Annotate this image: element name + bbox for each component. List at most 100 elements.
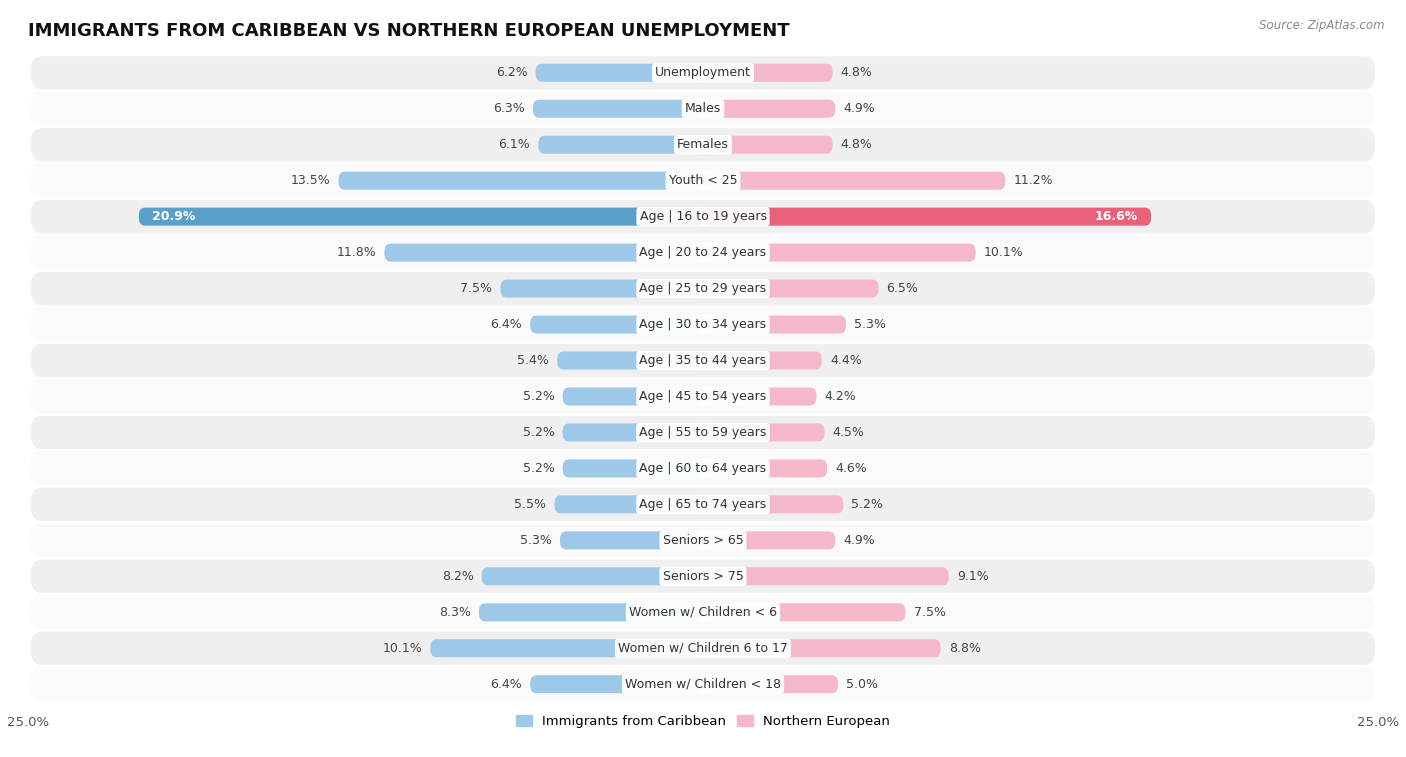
Text: Age | 35 to 44 years: Age | 35 to 44 years	[640, 354, 766, 367]
FancyBboxPatch shape	[31, 380, 1375, 413]
Text: 4.9%: 4.9%	[844, 102, 875, 115]
Text: 6.5%: 6.5%	[887, 282, 918, 295]
Text: 4.5%: 4.5%	[832, 426, 865, 439]
Text: 5.2%: 5.2%	[523, 390, 554, 403]
Text: Age | 20 to 24 years: Age | 20 to 24 years	[640, 246, 766, 259]
Text: 6.4%: 6.4%	[491, 678, 522, 690]
FancyBboxPatch shape	[703, 495, 844, 513]
FancyBboxPatch shape	[31, 236, 1375, 269]
FancyBboxPatch shape	[31, 164, 1375, 198]
FancyBboxPatch shape	[562, 423, 703, 441]
FancyBboxPatch shape	[339, 172, 703, 190]
Text: 5.3%: 5.3%	[855, 318, 886, 331]
FancyBboxPatch shape	[31, 524, 1375, 557]
Text: 4.2%: 4.2%	[824, 390, 856, 403]
Text: 5.2%: 5.2%	[523, 426, 554, 439]
FancyBboxPatch shape	[703, 351, 821, 369]
FancyBboxPatch shape	[703, 567, 949, 585]
Text: Age | 65 to 74 years: Age | 65 to 74 years	[640, 498, 766, 511]
Text: 8.8%: 8.8%	[949, 642, 980, 655]
Text: 20.9%: 20.9%	[152, 210, 195, 223]
Text: 4.6%: 4.6%	[835, 462, 868, 475]
Text: 6.2%: 6.2%	[496, 67, 527, 79]
Text: Age | 25 to 29 years: Age | 25 to 29 years	[640, 282, 766, 295]
FancyBboxPatch shape	[554, 495, 703, 513]
Text: 5.5%: 5.5%	[515, 498, 547, 511]
FancyBboxPatch shape	[31, 200, 1375, 233]
FancyBboxPatch shape	[703, 459, 827, 478]
Text: Age | 55 to 59 years: Age | 55 to 59 years	[640, 426, 766, 439]
FancyBboxPatch shape	[31, 668, 1375, 701]
Text: 9.1%: 9.1%	[956, 570, 988, 583]
Text: 7.5%: 7.5%	[914, 606, 946, 618]
Text: Women w/ Children < 6: Women w/ Children < 6	[628, 606, 778, 618]
Text: 4.8%: 4.8%	[841, 67, 873, 79]
FancyBboxPatch shape	[536, 64, 703, 82]
FancyBboxPatch shape	[31, 596, 1375, 629]
Text: Males: Males	[685, 102, 721, 115]
FancyBboxPatch shape	[31, 56, 1375, 89]
FancyBboxPatch shape	[560, 531, 703, 550]
Text: 4.9%: 4.9%	[844, 534, 875, 547]
Text: Females: Females	[678, 139, 728, 151]
Text: 6.3%: 6.3%	[494, 102, 524, 115]
Text: Women w/ Children 6 to 17: Women w/ Children 6 to 17	[619, 642, 787, 655]
Text: 8.2%: 8.2%	[441, 570, 474, 583]
FancyBboxPatch shape	[703, 388, 817, 406]
Text: 8.3%: 8.3%	[439, 606, 471, 618]
FancyBboxPatch shape	[31, 128, 1375, 161]
Text: Unemployment: Unemployment	[655, 67, 751, 79]
Text: 5.0%: 5.0%	[846, 678, 879, 690]
Text: Youth < 25: Youth < 25	[669, 174, 737, 187]
Text: 10.1%: 10.1%	[984, 246, 1024, 259]
FancyBboxPatch shape	[31, 308, 1375, 341]
Text: 5.3%: 5.3%	[520, 534, 551, 547]
FancyBboxPatch shape	[703, 207, 1152, 226]
FancyBboxPatch shape	[562, 459, 703, 478]
Text: 11.2%: 11.2%	[1014, 174, 1053, 187]
Text: 5.4%: 5.4%	[517, 354, 550, 367]
FancyBboxPatch shape	[562, 388, 703, 406]
Text: Seniors > 65: Seniors > 65	[662, 534, 744, 547]
FancyBboxPatch shape	[31, 272, 1375, 305]
FancyBboxPatch shape	[530, 675, 703, 693]
FancyBboxPatch shape	[703, 279, 879, 298]
FancyBboxPatch shape	[31, 559, 1375, 593]
Text: Age | 45 to 54 years: Age | 45 to 54 years	[640, 390, 766, 403]
FancyBboxPatch shape	[482, 567, 703, 585]
FancyBboxPatch shape	[703, 136, 832, 154]
FancyBboxPatch shape	[703, 100, 835, 118]
Text: 7.5%: 7.5%	[460, 282, 492, 295]
FancyBboxPatch shape	[31, 344, 1375, 377]
FancyBboxPatch shape	[530, 316, 703, 334]
FancyBboxPatch shape	[703, 316, 846, 334]
Text: 4.8%: 4.8%	[841, 139, 873, 151]
Text: 6.1%: 6.1%	[499, 139, 530, 151]
FancyBboxPatch shape	[703, 244, 976, 262]
Text: Women w/ Children < 18: Women w/ Children < 18	[626, 678, 780, 690]
FancyBboxPatch shape	[557, 351, 703, 369]
FancyBboxPatch shape	[31, 488, 1375, 521]
FancyBboxPatch shape	[479, 603, 703, 621]
FancyBboxPatch shape	[703, 423, 824, 441]
FancyBboxPatch shape	[703, 675, 838, 693]
FancyBboxPatch shape	[430, 639, 703, 657]
Text: 13.5%: 13.5%	[291, 174, 330, 187]
Text: Seniors > 75: Seniors > 75	[662, 570, 744, 583]
Text: 4.4%: 4.4%	[830, 354, 862, 367]
FancyBboxPatch shape	[31, 416, 1375, 449]
FancyBboxPatch shape	[703, 639, 941, 657]
Text: 5.2%: 5.2%	[852, 498, 883, 511]
FancyBboxPatch shape	[703, 531, 835, 550]
FancyBboxPatch shape	[703, 603, 905, 621]
Text: Source: ZipAtlas.com: Source: ZipAtlas.com	[1260, 19, 1385, 32]
FancyBboxPatch shape	[139, 207, 703, 226]
FancyBboxPatch shape	[703, 64, 832, 82]
Legend: Immigrants from Caribbean, Northern European: Immigrants from Caribbean, Northern Euro…	[510, 709, 896, 734]
FancyBboxPatch shape	[703, 172, 1005, 190]
Text: Age | 16 to 19 years: Age | 16 to 19 years	[640, 210, 766, 223]
Text: 6.4%: 6.4%	[491, 318, 522, 331]
Text: 10.1%: 10.1%	[382, 642, 422, 655]
FancyBboxPatch shape	[384, 244, 703, 262]
Text: 11.8%: 11.8%	[336, 246, 377, 259]
